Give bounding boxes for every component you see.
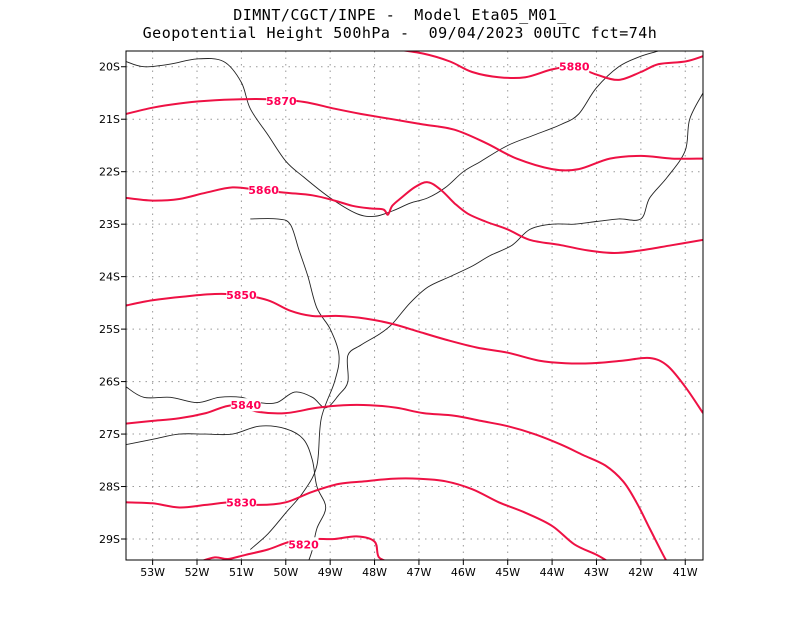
lat-label: 22S xyxy=(99,166,120,179)
lon-label: 53W xyxy=(140,566,165,579)
lon-label: 52W xyxy=(185,566,210,579)
longitude-labels: 53W 52W 51W 50W 49W 48W 47W 46W 45W 44W 43W 42W 41W xyxy=(140,560,698,579)
contour-label-bg xyxy=(248,183,279,197)
contour-label-5880: 5880 xyxy=(559,61,590,74)
lon-label: 51W xyxy=(229,566,254,579)
contour-label-5820: 5820 xyxy=(288,538,319,551)
contour-label-bg xyxy=(226,288,257,302)
title-line-2: Geopotential Height 500hPa - 09/04/2023 … xyxy=(142,24,658,42)
lon-label: 43W xyxy=(584,566,609,579)
contour-5870 xyxy=(126,98,703,172)
contour-label-bg xyxy=(266,93,297,107)
contour-label-5870: 5870 xyxy=(266,95,297,108)
contour-label-bg xyxy=(559,59,590,73)
latitude-labels: 20S 21S 22S 23S 24S 25S 26S 27S 28S 29S xyxy=(99,61,126,546)
contour-5850 xyxy=(126,292,703,414)
contour-5860 xyxy=(126,181,703,255)
contour-5880 xyxy=(399,51,703,81)
contour-5830 xyxy=(126,477,608,560)
lat-label: 21S xyxy=(99,113,120,126)
graticule xyxy=(126,51,703,560)
lat-label: 29S xyxy=(99,533,120,546)
contour-label-5840: 5840 xyxy=(231,399,262,412)
lat-label: 26S xyxy=(99,376,120,389)
map-frame xyxy=(125,50,704,561)
lon-label: 44W xyxy=(540,566,565,579)
lat-label: 25S xyxy=(99,323,120,336)
plot-title: DIMNT/CGCT/INPE - Model Eta05_M01_ Geopo… xyxy=(0,6,800,42)
boundary-line xyxy=(249,218,340,550)
lat-label: 20S xyxy=(99,61,120,74)
title-line-1: DIMNT/CGCT/INPE - Model Eta05_M01_ xyxy=(233,6,567,24)
lat-label: 27S xyxy=(99,428,120,441)
lat-label: 24S xyxy=(99,271,120,284)
lon-label: 42W xyxy=(628,566,653,579)
coastline-boundaries xyxy=(126,51,703,560)
contour-label-bg xyxy=(288,537,319,551)
contour-label-bg xyxy=(230,398,261,412)
lat-label: 23S xyxy=(99,218,120,231)
contour-label-bg xyxy=(226,495,257,509)
contour-label-5860: 5860 xyxy=(248,184,279,197)
lon-label: 47W xyxy=(407,566,432,579)
lon-label: 49W xyxy=(318,566,343,579)
lat-label: 28S xyxy=(99,481,120,494)
boundary-line xyxy=(126,51,659,217)
contour-label-5850: 5850 xyxy=(226,289,257,302)
lon-label: 48W xyxy=(362,566,387,579)
lon-label: 45W xyxy=(495,566,520,579)
contour-labels: 5880 5870 5860 5850 5840 5830 5820 xyxy=(226,59,590,551)
lon-label: 41W xyxy=(673,566,698,579)
lon-label: 50W xyxy=(273,566,298,579)
lon-label: 46W xyxy=(451,566,476,579)
contour-label-5830: 5830 xyxy=(226,496,257,509)
contour-5840 xyxy=(126,403,668,560)
boundary-line xyxy=(126,425,327,560)
height-contours xyxy=(126,51,703,560)
